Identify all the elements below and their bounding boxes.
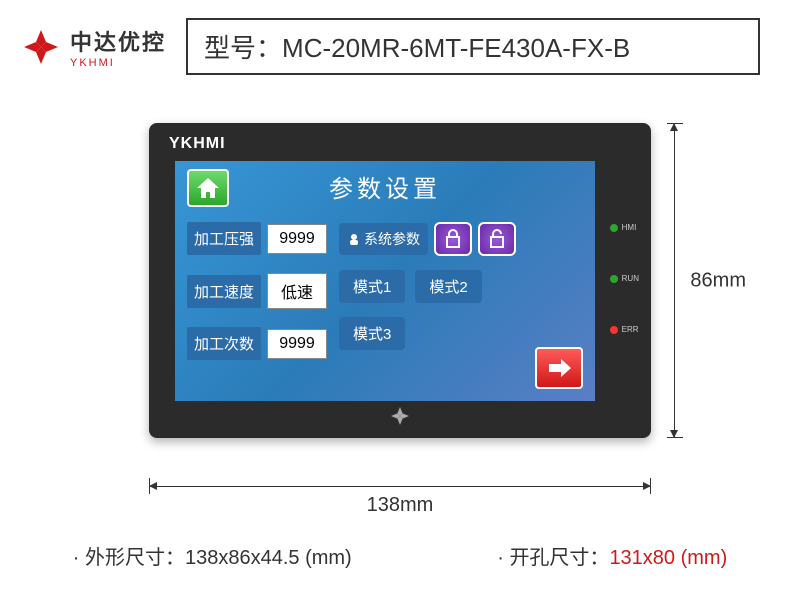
led-run: RUN — [610, 274, 639, 283]
outline-dimension: · 外形尺寸：138x86x44.5 (mm) — [73, 541, 352, 570]
led-label: ERR — [622, 325, 639, 334]
dim-height-text: 86mm — [690, 269, 746, 292]
mode-row-2: 模式3 — [339, 317, 516, 350]
screen-content: 加工压强 9999 加工速度 低速 加工次数 9999 — [187, 214, 583, 360]
led-hmi: HMI — [610, 223, 639, 232]
led-label: RUN — [622, 274, 639, 283]
logo-en: YKHMI — [70, 57, 166, 69]
hmi-device: YKHMI 参数设置 加工压强 9999 — [149, 123, 651, 438]
mode3-button[interactable]: 模式3 — [339, 317, 405, 350]
logo-icon — [20, 26, 62, 68]
home-button[interactable] — [187, 169, 229, 207]
led-label: HMI — [622, 223, 637, 232]
specs-footer: · 外形尺寸：138x86x44.5 (mm) · 开孔尺寸：131x80 (m… — [0, 541, 800, 570]
arrow-right-icon — [545, 356, 573, 380]
buttons-column: 系统参数 — [335, 222, 516, 360]
cutout-value: 131x80 (mm) — [609, 547, 727, 569]
screen-title: 参数设置 — [187, 169, 583, 204]
status-leds: HMI RUN ERR — [610, 223, 639, 334]
unlock-icon — [488, 229, 506, 249]
bullet: · — [497, 547, 509, 569]
outline-label: 外形尺寸： — [85, 547, 185, 569]
model-label: 型号： — [204, 33, 282, 63]
lock-icon — [444, 229, 462, 249]
mode1-button[interactable]: 模式1 — [339, 270, 405, 303]
device-bottom-logo — [389, 405, 411, 432]
led-err: ERR — [610, 325, 639, 334]
sys-btn-label: 系统参数 — [364, 229, 420, 249]
param-input-pressure[interactable]: 9999 — [267, 224, 327, 254]
lock-button[interactable] — [434, 222, 472, 256]
top-buttons: 系统参数 — [339, 222, 516, 256]
device-brand: YKHMI — [169, 135, 226, 153]
mode-row-1: 模式1 模式2 — [339, 270, 516, 303]
next-button[interactable] — [535, 347, 583, 389]
param-row-pressure: 加工压强 9999 — [187, 222, 327, 255]
unlock-button[interactable] — [478, 222, 516, 256]
mode2-button[interactable]: 模式2 — [415, 270, 481, 303]
device-area: YKHMI 参数设置 加工压强 9999 — [0, 93, 800, 448]
param-label: 加工压强 — [187, 222, 261, 255]
touchscreen[interactable]: 参数设置 加工压强 9999 加工速度 低速 加工次数 — [175, 161, 595, 401]
logo-text: 中达优控 YKHMI — [70, 25, 166, 69]
params-column: 加工压强 9999 加工速度 低速 加工次数 9999 — [187, 222, 327, 360]
cutout-dimension: · 开孔尺寸：131x80 (mm) — [497, 541, 727, 570]
dim-height-line — [674, 123, 675, 438]
param-label: 加工速度 — [187, 275, 261, 308]
model-value: MC-20MR-6MT-FE430A-FX-B — [282, 33, 630, 63]
model-box: 型号：MC-20MR-6MT-FE430A-FX-B — [186, 18, 760, 75]
param-row-count: 加工次数 9999 — [187, 327, 327, 360]
led-dot — [610, 326, 618, 334]
cutout-label: 开孔尺寸： — [509, 547, 609, 569]
logo-cn: 中达优控 — [70, 25, 166, 57]
device-wrap: YKHMI 参数设置 加工压强 9999 — [149, 123, 651, 438]
company-logo: 中达优控 YKHMI — [20, 25, 166, 69]
header: 中达优控 YKHMI 型号：MC-20MR-6MT-FE430A-FX-B — [0, 0, 800, 93]
param-input-speed[interactable]: 低速 — [267, 273, 327, 309]
param-input-count[interactable]: 9999 — [267, 329, 327, 359]
led-dot — [610, 224, 618, 232]
dim-width-line — [149, 486, 651, 487]
bullet: · — [73, 547, 85, 569]
led-dot — [610, 275, 618, 283]
param-row-speed: 加工速度 低速 — [187, 273, 327, 309]
dim-width-text: 138mm — [367, 494, 434, 517]
robot-icon — [347, 232, 361, 246]
param-label: 加工次数 — [187, 327, 261, 360]
system-params-button[interactable]: 系统参数 — [339, 223, 428, 255]
outline-value: 138x86x44.5 (mm) — [185, 547, 352, 569]
